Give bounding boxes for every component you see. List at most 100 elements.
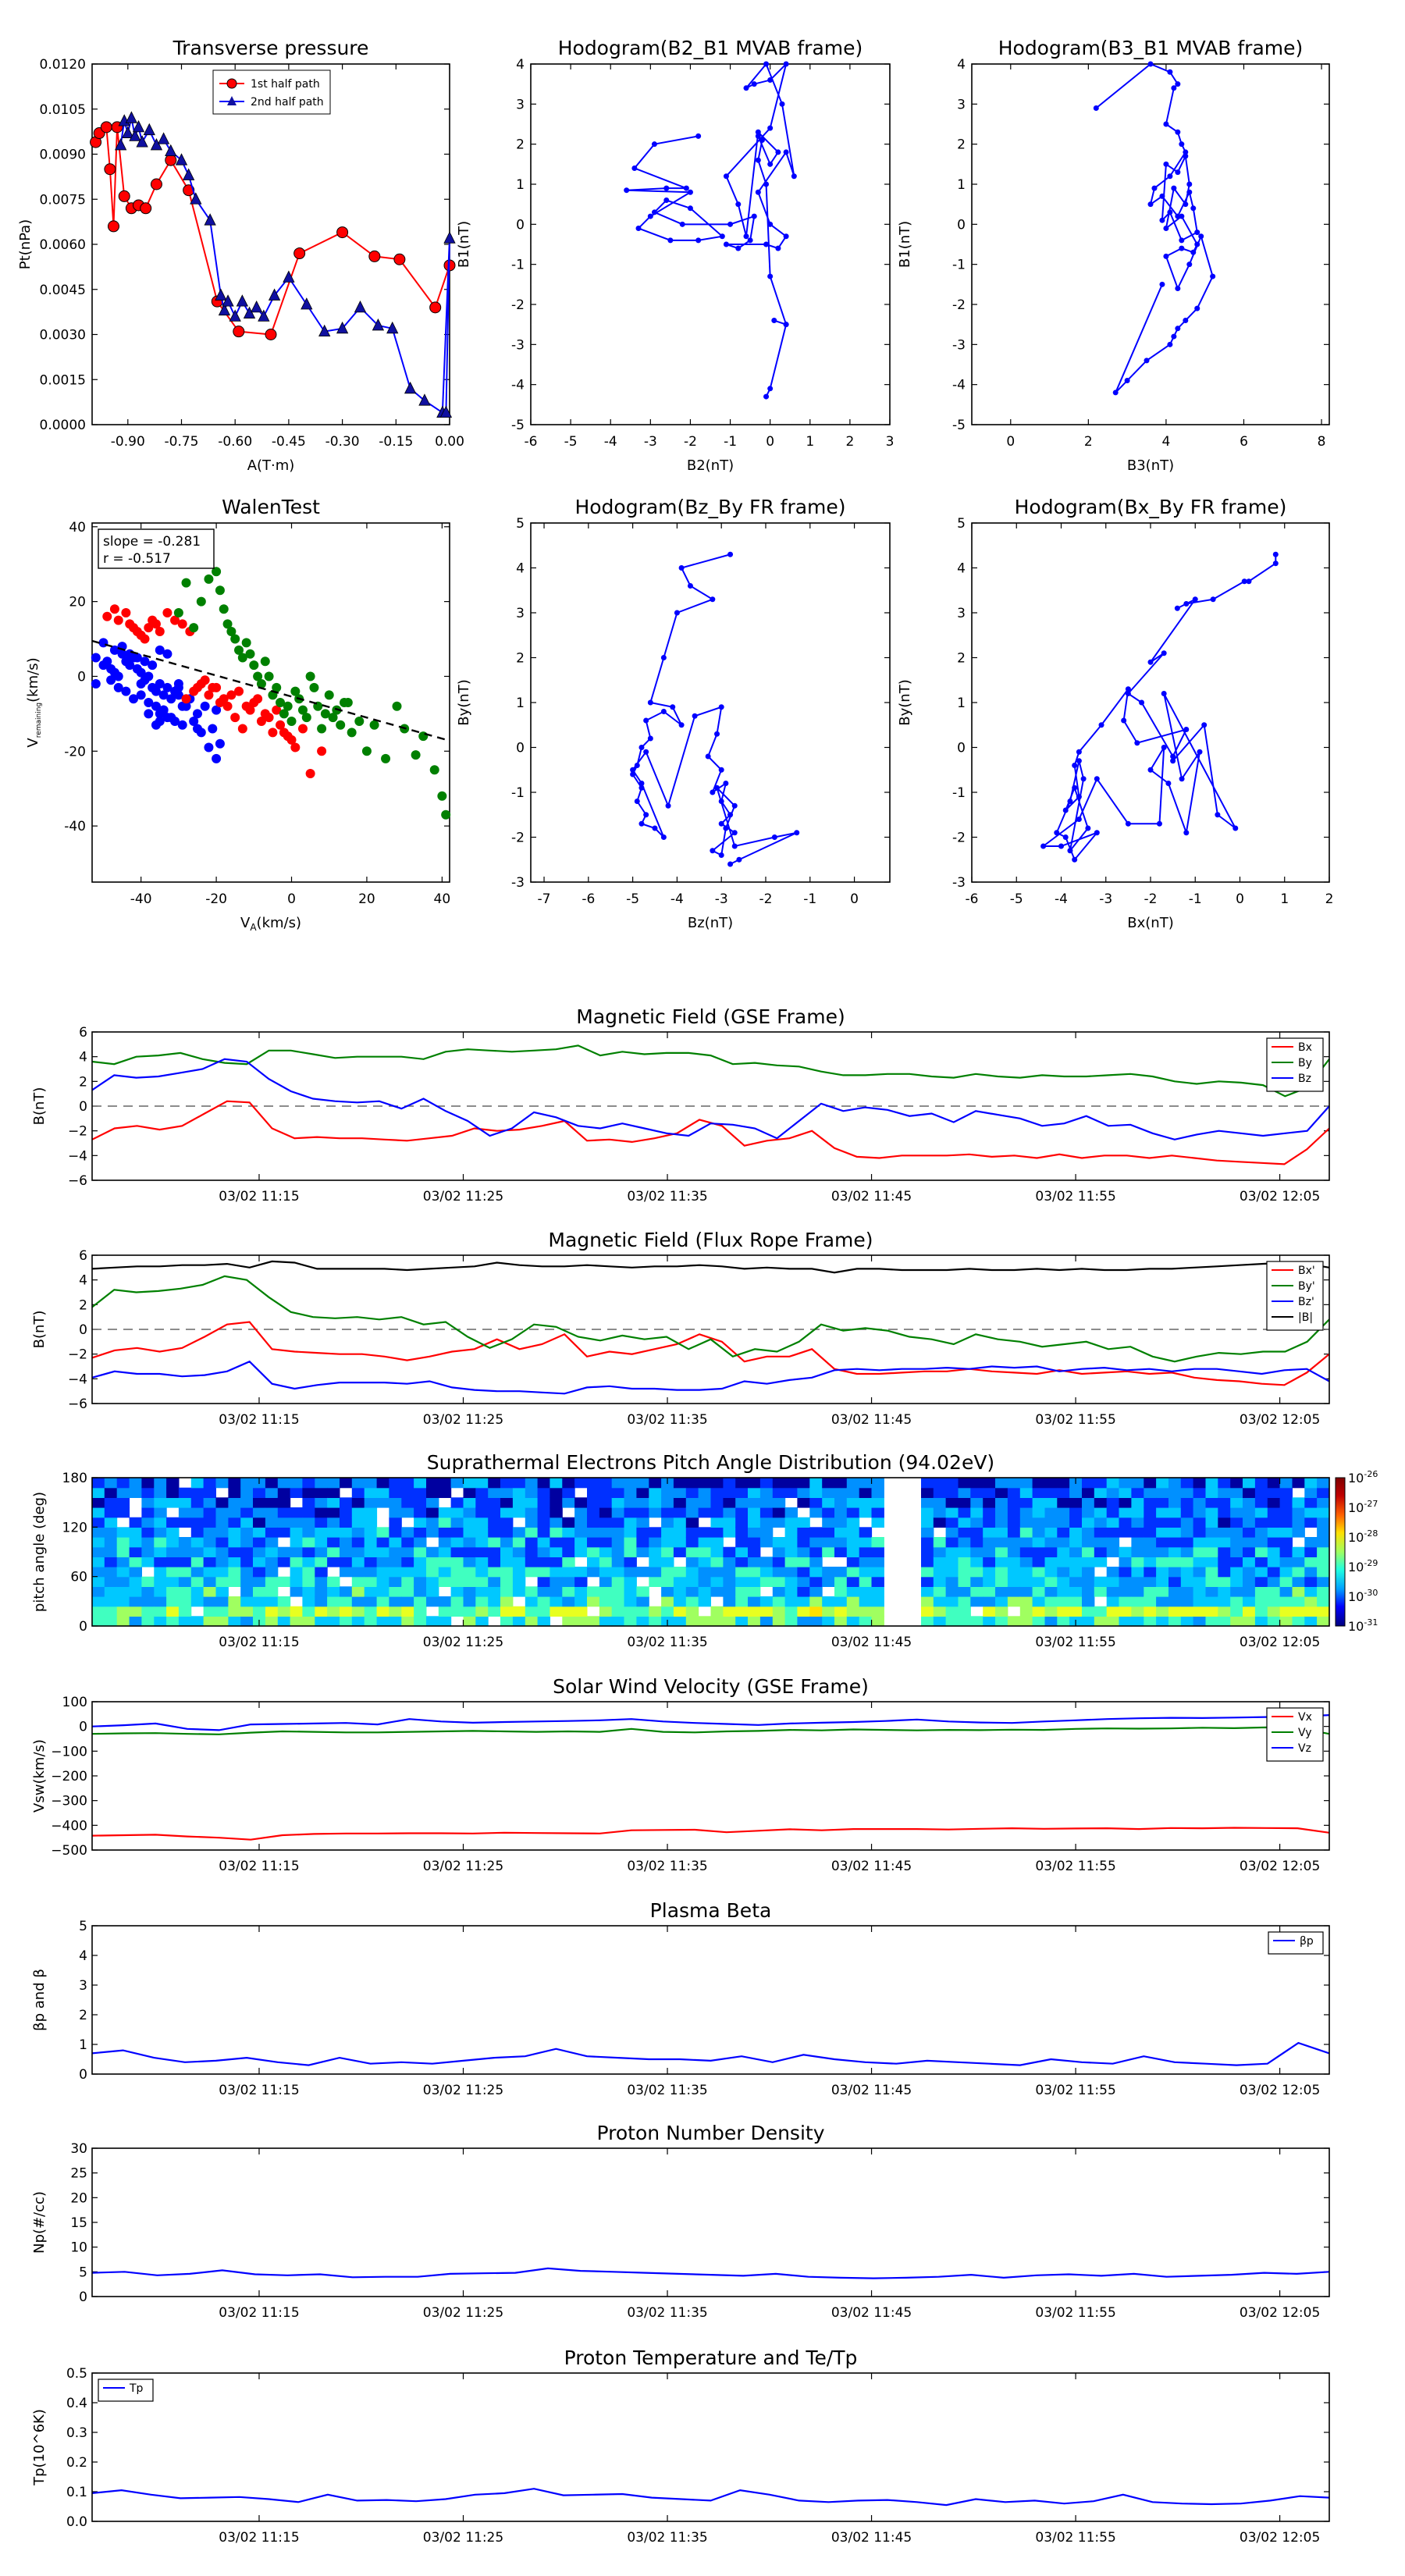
pad-title: Suprathermal Electrons Pitch Angle Distr… bbox=[427, 1451, 994, 1474]
pad-cell bbox=[240, 1487, 254, 1498]
h4-point bbox=[1210, 596, 1216, 603]
walen-point-red bbox=[305, 769, 315, 779]
pad-cell bbox=[772, 1576, 786, 1587]
vsw-ytick-label: −100 bbox=[51, 1744, 87, 1759]
pad-cell bbox=[1094, 1586, 1108, 1597]
pad-cell bbox=[945, 1478, 959, 1489]
pad-cell bbox=[1243, 1606, 1256, 1617]
mag_gse-legend-label: Bx bbox=[1298, 1041, 1312, 1054]
pad-cell bbox=[1205, 1507, 1218, 1518]
tpr-xtick-label: 03/02 12:05 bbox=[1240, 2530, 1320, 2546]
walen-point-blue bbox=[144, 698, 154, 707]
pad-cell bbox=[1205, 1537, 1218, 1548]
pad-cell bbox=[846, 1557, 860, 1567]
pad-cell bbox=[1131, 1567, 1144, 1578]
mag_gse-ytick-label: 4 bbox=[79, 1050, 87, 1066]
h2-point bbox=[1163, 225, 1169, 231]
tp-legend bbox=[212, 69, 331, 115]
pad-cell bbox=[215, 1606, 229, 1617]
h2-xlabel: B3(nT) bbox=[1127, 457, 1174, 474]
h3-point bbox=[771, 834, 777, 840]
h2-xtick-label: 6 bbox=[1240, 434, 1248, 450]
np-xtick-label: 03/02 11:45 bbox=[831, 2305, 912, 2321]
pad-cell bbox=[240, 1606, 254, 1617]
h2-point bbox=[1183, 149, 1189, 155]
h3-point bbox=[692, 713, 698, 719]
h3-point bbox=[727, 812, 734, 818]
pad-cell bbox=[340, 1616, 353, 1627]
pad-cell bbox=[574, 1517, 588, 1528]
pad-cell bbox=[1131, 1546, 1144, 1557]
pad-cell bbox=[1279, 1537, 1293, 1548]
pad-ytick-label: 0 bbox=[79, 1619, 87, 1635]
tpr-xtick-label: 03/02 11:15 bbox=[219, 2530, 299, 2546]
pad-cell bbox=[673, 1517, 687, 1528]
tp-point bbox=[165, 154, 177, 166]
pad-cell bbox=[512, 1567, 526, 1578]
h1-xtick-label: 1 bbox=[806, 434, 814, 450]
tp-point bbox=[336, 321, 349, 334]
walen-point-green bbox=[320, 709, 330, 719]
tp-point bbox=[233, 326, 245, 338]
pad-cell bbox=[438, 1537, 452, 1548]
pad-cell bbox=[463, 1507, 476, 1518]
pad-cell bbox=[1082, 1507, 1095, 1518]
pad-cell bbox=[958, 1478, 971, 1489]
pad-cell bbox=[488, 1527, 501, 1538]
pad-cell bbox=[351, 1557, 365, 1567]
pad-cell bbox=[1317, 1527, 1330, 1538]
h1-point bbox=[755, 157, 761, 163]
h3-point bbox=[638, 781, 645, 786]
h3-xtick-label: -3 bbox=[715, 891, 728, 907]
pad-cell bbox=[933, 1517, 947, 1528]
pad-cell bbox=[475, 1596, 489, 1607]
h2-point bbox=[1151, 185, 1158, 191]
pad-cell bbox=[624, 1616, 637, 1627]
pad-cell bbox=[1069, 1567, 1083, 1578]
pad-ytick-label: 180 bbox=[62, 1471, 87, 1486]
walen-point-green bbox=[392, 701, 402, 711]
pad-cell bbox=[834, 1546, 848, 1557]
pad-cell bbox=[759, 1557, 774, 1567]
pad-cell bbox=[327, 1616, 340, 1627]
pad-cell bbox=[759, 1487, 774, 1498]
pad-cell bbox=[772, 1616, 786, 1627]
walen-point-green bbox=[328, 713, 338, 723]
walen-point-red bbox=[181, 694, 191, 704]
pad-cell bbox=[178, 1537, 192, 1548]
walen-point-red bbox=[241, 701, 251, 711]
pad-cell bbox=[611, 1596, 625, 1607]
h4-point bbox=[1165, 781, 1172, 786]
pad-cell bbox=[611, 1606, 625, 1617]
tpr-legend bbox=[98, 2379, 154, 2402]
h1-point bbox=[687, 205, 693, 212]
pad-cell bbox=[376, 1527, 389, 1538]
tp-xtick-label: -0.30 bbox=[325, 434, 360, 450]
pad-cell bbox=[1180, 1606, 1194, 1617]
walen-point-blue bbox=[132, 653, 142, 663]
pad-cell bbox=[809, 1586, 823, 1597]
pad-cell bbox=[1069, 1527, 1083, 1538]
pad-cell bbox=[364, 1478, 378, 1489]
walen-point-red bbox=[102, 611, 112, 621]
pad-cell bbox=[1082, 1606, 1095, 1617]
pad-cell bbox=[574, 1537, 588, 1548]
pad-cell bbox=[611, 1586, 625, 1597]
pad-cell bbox=[129, 1596, 142, 1607]
h3-point bbox=[634, 799, 640, 804]
pad-cell bbox=[414, 1557, 427, 1567]
pad-cell bbox=[921, 1517, 934, 1528]
h1-point bbox=[755, 133, 761, 139]
walen-point-green bbox=[441, 809, 451, 820]
pad-cell bbox=[624, 1507, 637, 1518]
pad-cell bbox=[710, 1487, 724, 1498]
h4-point bbox=[1076, 749, 1082, 755]
pad-cell bbox=[537, 1487, 550, 1498]
np-xtick-label: 03/02 11:25 bbox=[423, 2305, 503, 2321]
pad-cell bbox=[116, 1557, 130, 1567]
walen-point-red bbox=[317, 746, 327, 756]
pad-cell bbox=[141, 1478, 155, 1489]
walen-point-blue bbox=[136, 690, 146, 700]
pad-cell bbox=[1230, 1546, 1243, 1557]
pad-cell bbox=[1131, 1616, 1144, 1627]
